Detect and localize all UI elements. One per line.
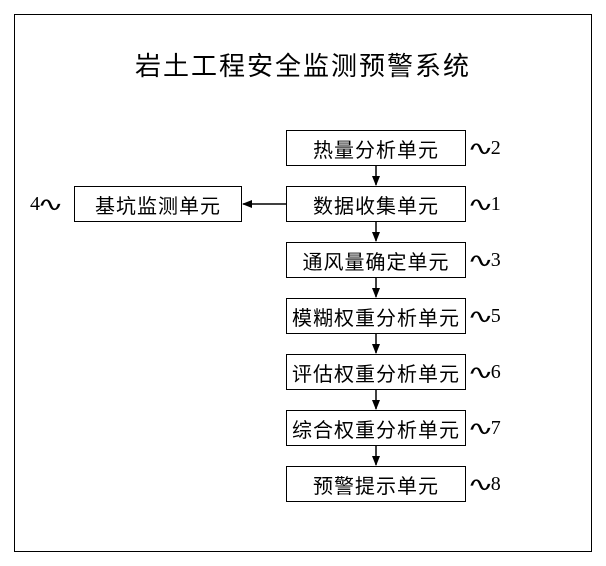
node-label: 通风量确定单元 [303, 246, 450, 275]
node-label: 热量分析单元 [313, 134, 439, 163]
ref-1: ∿1 [472, 192, 501, 217]
node-label: 评估权重分析单元 [292, 358, 460, 387]
ref-2: ∿2 [472, 136, 501, 161]
node-label: 预警提示单元 [313, 470, 439, 499]
node-n1: 数据收集单元 [286, 186, 466, 222]
node-n5: 模糊权重分析单元 [286, 298, 466, 334]
ref-5: ∿5 [472, 304, 501, 329]
ref-7: ∿7 [472, 416, 501, 441]
diagram-canvas: 岩土工程安全监测预警系统 热量分析单元 ∿2 数据收集单元 ∿1 通风量确定单元 ∿3 模糊… [0, 0, 606, 566]
node-n4: 基坑监测单元 [74, 186, 242, 222]
node-label: 数据收集单元 [313, 190, 439, 219]
node-n3: 通风量确定单元 [286, 242, 466, 278]
node-label: 基坑监测单元 [95, 190, 221, 219]
ref-4: 4∿ [30, 192, 59, 217]
node-label: 综合权重分析单元 [292, 414, 460, 443]
node-n6: 评估权重分析单元 [286, 354, 466, 390]
node-n2: 热量分析单元 [286, 130, 466, 166]
ref-3: ∿3 [472, 248, 501, 273]
ref-6: ∿6 [472, 360, 501, 385]
node-label: 模糊权重分析单元 [292, 302, 460, 331]
ref-8: ∿8 [472, 472, 501, 497]
node-n7: 综合权重分析单元 [286, 410, 466, 446]
node-n8: 预警提示单元 [286, 466, 466, 502]
diagram-title: 岩土工程安全监测预警系统 [0, 46, 606, 83]
